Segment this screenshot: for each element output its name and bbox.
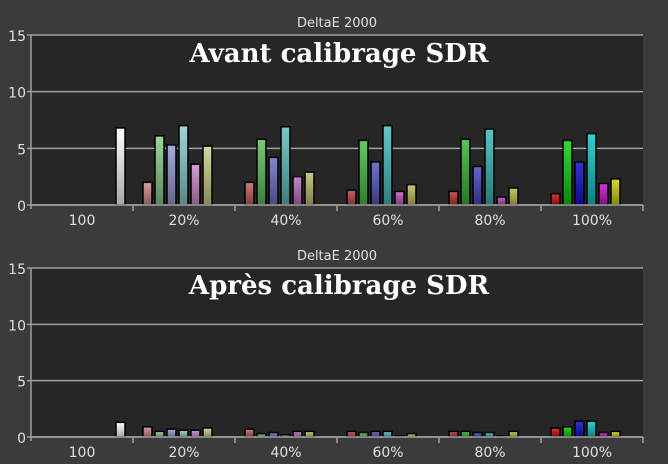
bar [202,427,213,438]
bar [496,196,507,206]
bar [484,128,495,206]
x-tick-label: 40% [270,445,301,461]
bar [610,178,621,206]
bar [574,420,585,438]
chart-after-calibration: DeltaE 2000 0 5 10 15 100 20% 40% 60% 80% 100% Aprè… [8,249,644,461]
bar [154,430,165,438]
bar [268,156,279,206]
y-tick-label: 5 [17,142,26,158]
bar [472,165,483,206]
bar [382,430,393,438]
bar [460,430,471,438]
x-tick-label: 100 [69,445,96,461]
bar [115,127,126,206]
y-tick-label: 15 [8,262,26,278]
bar [346,189,357,206]
bar [202,145,213,206]
bar [610,430,621,438]
bar [166,428,177,438]
bar [586,420,597,438]
bar [358,139,369,206]
bar [550,192,561,206]
bar [280,126,291,206]
bar [304,430,315,438]
chart-title: DeltaE 2000 [297,16,377,31]
bar [142,181,153,206]
bar [346,430,357,438]
bar [550,427,561,438]
bar [598,182,609,206]
x-tick-label: 60% [372,445,403,461]
bar [406,183,417,206]
y-tick-label: 0 [17,431,26,447]
chart-before-calibration: DeltaE 2000 0 5 10 15 100 20% 40% 60% 80% 100% Avan… [8,16,644,229]
bar [448,430,459,438]
bar [304,171,315,206]
y-tick-label: 15 [8,29,26,45]
bar [370,430,381,438]
bar [178,124,189,206]
bar [508,187,519,206]
bar [562,139,573,206]
bar [460,138,471,206]
y-tick-label: 0 [17,199,26,215]
x-tick-label: 20% [168,213,199,229]
y-tick-label: 5 [17,375,26,391]
bar [508,430,519,438]
bar [244,181,255,206]
x-tick-label: 100 [69,213,96,229]
x-tick-label: 40% [270,213,301,229]
bar [178,429,189,438]
bar [574,161,585,206]
bar [586,132,597,206]
bar [382,124,393,206]
x-tick-label: 80% [474,213,505,229]
chart-subtitle: Après calibrage SDR [188,271,490,301]
chart-title: DeltaE 2000 [297,249,377,264]
bar [394,190,405,206]
y-tick-label: 10 [8,318,26,334]
bar [115,421,126,438]
bar [190,163,201,206]
plot-area [31,268,643,437]
bar [292,175,303,206]
y-tick-label: 10 [8,86,26,102]
bar [142,426,153,438]
bar [562,426,573,438]
x-tick-label: 100% [572,445,612,461]
plot-area [31,35,643,205]
bar [370,161,381,206]
bar [256,138,267,206]
x-tick-label: 100% [572,213,612,229]
bar [190,429,201,438]
bar [166,144,177,206]
x-tick-label: 80% [474,445,505,461]
bar [154,135,165,206]
chart-subtitle: Avant calibrage SDR [189,39,489,69]
x-tick-label: 20% [168,445,199,461]
bar [448,190,459,206]
bar [244,428,255,438]
bar [292,430,303,438]
x-tick-label: 60% [372,213,403,229]
